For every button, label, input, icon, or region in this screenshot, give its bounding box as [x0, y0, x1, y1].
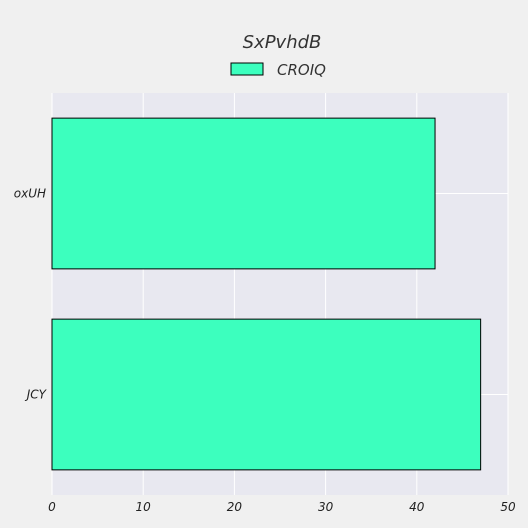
legend: CROIQ — [230, 61, 326, 79]
chart-title: SxPvhdB — [243, 32, 322, 53]
x-tick-label-40: 40 — [409, 500, 425, 514]
y-tick-label-JCY: JCY — [25, 388, 48, 402]
x-axis-ticks: 0 10 20 30 40 50 — [48, 500, 516, 514]
bar-JCY — [51, 318, 482, 471]
bars — [51, 117, 482, 471]
x-tick-label-20: 20 — [227, 500, 243, 514]
x-tick-label-0: 0 — [48, 500, 56, 514]
legend-label: CROIQ — [277, 61, 326, 79]
y-axis-ticks: oxUH JCY — [14, 187, 48, 402]
x-tick-label-30: 30 — [318, 500, 334, 514]
bar-oxUH — [51, 117, 436, 270]
x-tick-label-50: 50 — [500, 500, 516, 514]
x-tick-label-10: 10 — [136, 500, 152, 514]
y-tick-label-oxUH: oxUH — [14, 187, 46, 201]
legend-swatch — [230, 62, 264, 76]
